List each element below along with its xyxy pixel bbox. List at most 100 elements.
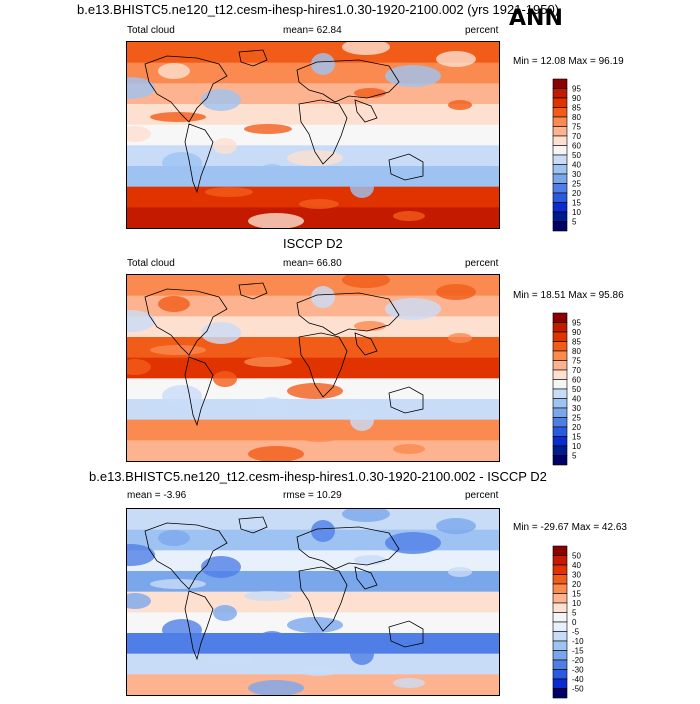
colorbar-swatch: [552, 211, 568, 222]
colorbar-swatch: [552, 640, 568, 651]
colorbar-tick-label: 70: [572, 132, 581, 141]
colorbar-tick-label: 75: [572, 123, 581, 132]
colorbar-swatch: [552, 398, 568, 409]
colorbar-tick-label: 90: [572, 94, 581, 103]
panel2-map: [126, 274, 500, 462]
panel1-minmax: Min = 12.08 Max = 96.19: [513, 56, 624, 67]
map-blotch: [248, 680, 304, 695]
coastline: [184, 356, 214, 427]
map-field: [127, 42, 499, 228]
map-blotch: [350, 176, 374, 198]
colorbar-tick-label: 0: [572, 618, 577, 627]
map-blotch: [393, 678, 425, 688]
colorbar-swatch: [552, 322, 568, 333]
colorbar-swatch: [552, 164, 568, 175]
colorbar-swatch: [552, 116, 568, 127]
coastline: [388, 386, 424, 414]
colorbar-swatch: [552, 331, 568, 342]
colorbar-tick-label: 95: [572, 319, 581, 328]
map-blotch: [436, 518, 476, 534]
map-blotch: [311, 520, 335, 542]
map-band: [127, 633, 499, 655]
colorbar-swatch: [552, 612, 568, 623]
coastline: [184, 123, 214, 194]
colorbar-swatch: [552, 602, 568, 613]
colorbar-tick-label: 40: [572, 161, 581, 170]
colorbar-swatch: [552, 173, 568, 184]
colorbar-swatch: [552, 350, 568, 361]
map-blotch: [127, 544, 155, 566]
colorbar-swatch: [552, 202, 568, 213]
colorbar-swatch: [552, 379, 568, 390]
colorbar-swatch: [552, 360, 568, 371]
map-blotch: [299, 199, 339, 209]
map-blotch: [158, 296, 190, 312]
map-blotch: [150, 345, 206, 355]
map-blotch: [127, 42, 139, 47]
panel2-units-label: percent: [465, 258, 499, 269]
colorbar-swatch: [552, 445, 568, 456]
coastline: [298, 566, 348, 632]
colorbar-tick-label: 5: [572, 218, 577, 227]
panel2-minmax: Min = 18.51 Max = 95.86: [513, 290, 624, 301]
panel2-mean-label: mean= 66.80: [283, 258, 342, 269]
colorbar-tick-label: 60: [572, 142, 581, 151]
colorbar-tick-label: 30: [572, 170, 581, 179]
colorbar-tick-label: 50: [572, 552, 581, 561]
map-blotch: [354, 88, 386, 98]
colorbar-tick-label: -15: [572, 647, 584, 656]
colorbar-swatch: [552, 312, 568, 323]
colorbar-swatch: [552, 154, 568, 165]
map-blotch: [127, 509, 139, 514]
colorbar-tick-label: 20: [572, 423, 581, 432]
colorbar-tick-label: 50: [572, 385, 581, 394]
panel1-units-label: percent: [465, 25, 499, 36]
colorbar-swatch: [552, 126, 568, 137]
colorbar-tick-label: 60: [572, 376, 581, 385]
colorbar-tick-label: 75: [572, 357, 581, 366]
colorbar-swatch: [552, 593, 568, 604]
coastline: [388, 153, 424, 181]
map-blotch: [299, 666, 339, 676]
colorbar-swatch: [552, 631, 568, 642]
colorbar-swatch: [552, 88, 568, 99]
colorbar-tick-label: 95: [572, 85, 581, 94]
coastline: [144, 522, 228, 590]
panel2-left-label: Total cloud: [127, 258, 175, 269]
map-blotch: [256, 164, 288, 186]
map-blotch: [248, 213, 304, 228]
map-blotch: [311, 286, 335, 308]
map-blotch: [158, 63, 190, 79]
colorbar-tick-label: 20: [572, 580, 581, 589]
map-blotch: [436, 51, 476, 67]
map-blotch: [256, 631, 288, 653]
colorbar-swatch: [552, 574, 568, 585]
colorbar-swatch: [552, 388, 568, 399]
colorbar-swatch: [552, 107, 568, 118]
coastline: [298, 99, 348, 165]
map-band: [127, 124, 499, 147]
panel3-heading: b.e13.BHISTC5.ne120_t12.cesm-ihesp-hires…: [89, 469, 547, 484]
map-blotch: [244, 591, 292, 601]
colorbar-tick-label: 85: [572, 338, 581, 347]
map-blotch: [213, 371, 237, 387]
map-blotch: [213, 138, 237, 154]
map-blotch: [127, 77, 155, 99]
colorbar-tick-label: -5: [572, 628, 580, 637]
colorbar-tick-label: 80: [572, 347, 581, 356]
colorbar-tick-label: -50: [572, 685, 584, 694]
map-blotch: [287, 617, 343, 633]
map-blotch: [205, 654, 253, 664]
colorbar-swatch: [552, 417, 568, 428]
colorbar-tick-label: 10: [572, 442, 581, 451]
colorbar-swatch: [552, 407, 568, 418]
map-blotch: [127, 593, 151, 609]
colorbar-tick-label: 30: [572, 571, 581, 580]
coastline: [296, 526, 400, 570]
panel1-map: [126, 41, 500, 229]
map-blotch: [385, 298, 441, 320]
map-blotch: [354, 555, 386, 565]
season-label: ANN: [509, 6, 563, 31]
colorbar-swatch: [552, 659, 568, 670]
